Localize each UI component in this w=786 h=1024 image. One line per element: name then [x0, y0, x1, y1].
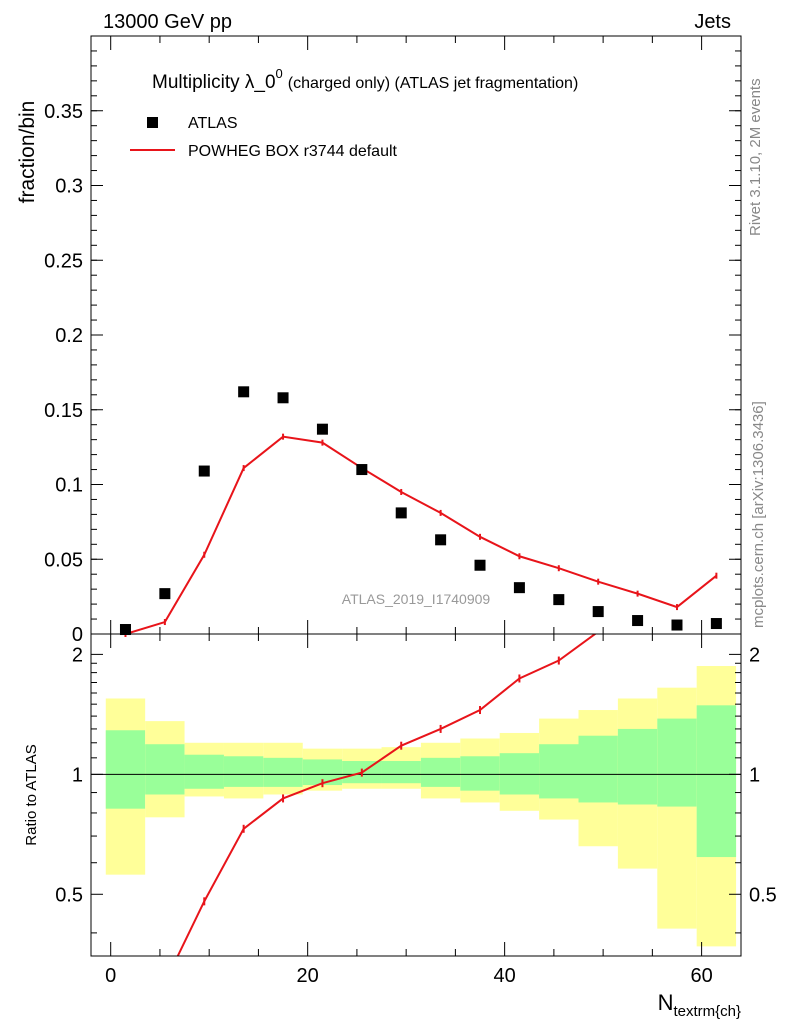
atlas-data-point: [238, 386, 250, 398]
main-y-tick-label: 0: [72, 624, 83, 646]
ratio-y-tick-label-right: 0.5: [749, 884, 777, 906]
x-axis-label-main: N: [658, 990, 674, 1015]
ratio-band-inner: [105, 730, 146, 809]
ratio-y-axis-label: Ratio to ATLAS: [23, 744, 40, 845]
ratio-band-inner: [420, 757, 461, 787]
atlas-data-point: [198, 465, 210, 477]
ratio-band-inner: [145, 744, 185, 795]
atlas-data-point: [277, 392, 289, 404]
main-y-tick-label: 0.35: [44, 101, 83, 123]
header-left: 13000 GeV pp: [103, 11, 232, 33]
ratio-y-axis: 0.5 0.5 1 1 2 2: [55, 644, 777, 934]
atlas-data-point: [710, 618, 722, 630]
ratio-band-inner: [263, 757, 303, 787]
atlas-data-point: [474, 559, 486, 571]
ratio-frame: [90, 633, 742, 957]
ratio-x-axis: 0 20 40 60: [105, 634, 713, 987]
mcplots-label: mcplots.cern.ch [arXiv:1306.3436]: [750, 401, 767, 628]
main-panel: 00.050.10.150.20.250.30.35 fraction/bin …: [16, 35, 742, 646]
ratio-band-inner: [223, 756, 264, 787]
atlas-data-point: [356, 464, 368, 476]
atlas-data-point: [395, 507, 407, 519]
ratio-band-inner: [696, 705, 737, 858]
plot-title-superscript: 0: [276, 66, 283, 81]
main-y-tick-label: 0.2: [55, 325, 83, 347]
ratio-band-inner: [617, 728, 658, 805]
x-axis-label: Ntextrm{ch}: [658, 990, 741, 1020]
ratio-content: [91, 634, 741, 956]
x-tick-label: 40: [494, 965, 516, 987]
main-y-tick-label: 0.15: [44, 400, 83, 422]
legend: ATLAS POWHEG BOX r3744 default: [130, 115, 398, 160]
atlas-data-point: [671, 619, 683, 631]
legend-marker-atlas: [147, 117, 158, 128]
atlas-data-point: [513, 582, 525, 594]
ratio-y-tick-label-left: 2: [72, 644, 83, 666]
atlas-data-point: [159, 588, 171, 600]
ratio-y-tick-label-left: 1: [72, 764, 83, 786]
atlas-data-point: [592, 606, 604, 618]
main-content: [119, 386, 722, 637]
main-y-tick-label: 0.05: [44, 549, 83, 571]
ratio-y-tick-label-right: 1: [749, 764, 760, 786]
main-y-tick-label: 0.1: [55, 475, 83, 497]
atlas-data-point: [632, 615, 644, 627]
main-y-tick-label: 0.25: [44, 250, 83, 272]
atlas-data-point: [119, 624, 131, 636]
plot-title-main: Multiplicity λ_0: [152, 72, 276, 93]
x-tick-label: 0: [105, 965, 116, 987]
atlas-data-point: [316, 423, 328, 435]
ratio-band-inner: [578, 735, 618, 803]
ratio-band-inner: [184, 754, 224, 789]
ratio-panel: 0.5 0.5 1 1 2 2 0 20 40 60 Ratio to ATLAS Ntextr…: [23, 633, 777, 1020]
plot-title: Multiplicity λ_00 (charged only) (ATLAS j…: [152, 66, 578, 93]
x-tick-label: 20: [297, 965, 319, 987]
legend-label-atlas: ATLAS: [188, 115, 238, 132]
main-x-ticks: [110, 36, 703, 634]
atlas-data-point: [553, 594, 565, 606]
header-right: Jets: [694, 11, 731, 33]
main-y-tick-label: 0.3: [55, 176, 83, 198]
legend-label-powheg: POWHEG BOX r3744 default: [188, 143, 398, 160]
ratio-band-inner: [539, 744, 579, 799]
atlas-data-point: [435, 534, 447, 546]
ratio-band-inner: [381, 761, 421, 784]
ratio-y-tick-label-left: 0.5: [55, 884, 83, 906]
plot-title-rest: (charged only) (ATLAS jet fragmentation): [288, 75, 579, 92]
ratio-y-tick-label-right: 2: [749, 644, 760, 666]
main-y-axis: 0 0.05 0.1 0.15 0.2 0.25 0.3 0.35: [44, 50, 741, 646]
analysis-watermark: ATLAS_2019_I1740909: [342, 591, 491, 607]
main-y-axis-label: fraction/bin: [16, 101, 39, 204]
ratio-band-inner: [460, 756, 500, 791]
rivet-label: Rivet 3.1.10, 2M events: [747, 78, 764, 236]
mc-line: [125, 435, 718, 635]
x-axis-label-sub: textrm{ch}: [673, 1003, 741, 1020]
ratio-band-inner: [657, 718, 697, 807]
x-tick-label: 60: [690, 965, 712, 987]
